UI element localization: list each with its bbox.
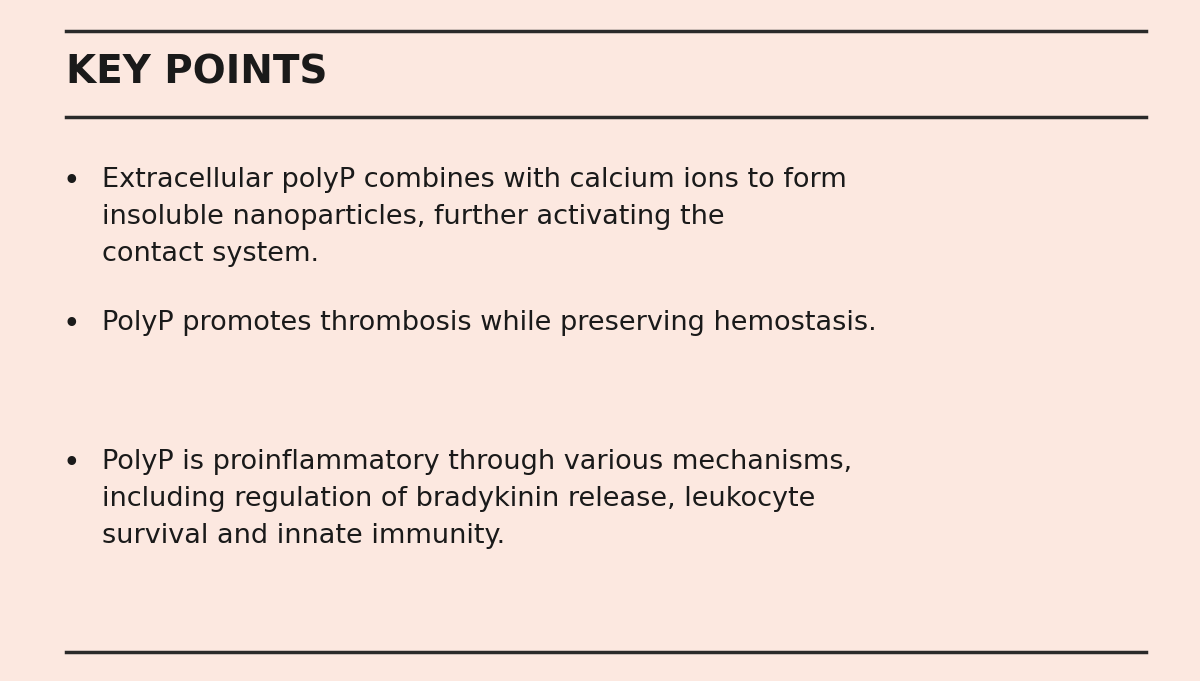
Text: Extracellular polyP combines with calcium ions to form
insoluble nanoparticles, : Extracellular polyP combines with calciu… bbox=[102, 167, 847, 267]
Text: •: • bbox=[62, 449, 80, 479]
Text: PolyP promotes thrombosis while preserving hemostasis.: PolyP promotes thrombosis while preservi… bbox=[102, 310, 877, 336]
Text: •: • bbox=[62, 310, 80, 339]
Text: PolyP is proinflammatory through various mechanisms,
including regulation of bra: PolyP is proinflammatory through various… bbox=[102, 449, 852, 550]
Text: KEY POINTS: KEY POINTS bbox=[66, 54, 328, 92]
Text: •: • bbox=[62, 167, 80, 196]
